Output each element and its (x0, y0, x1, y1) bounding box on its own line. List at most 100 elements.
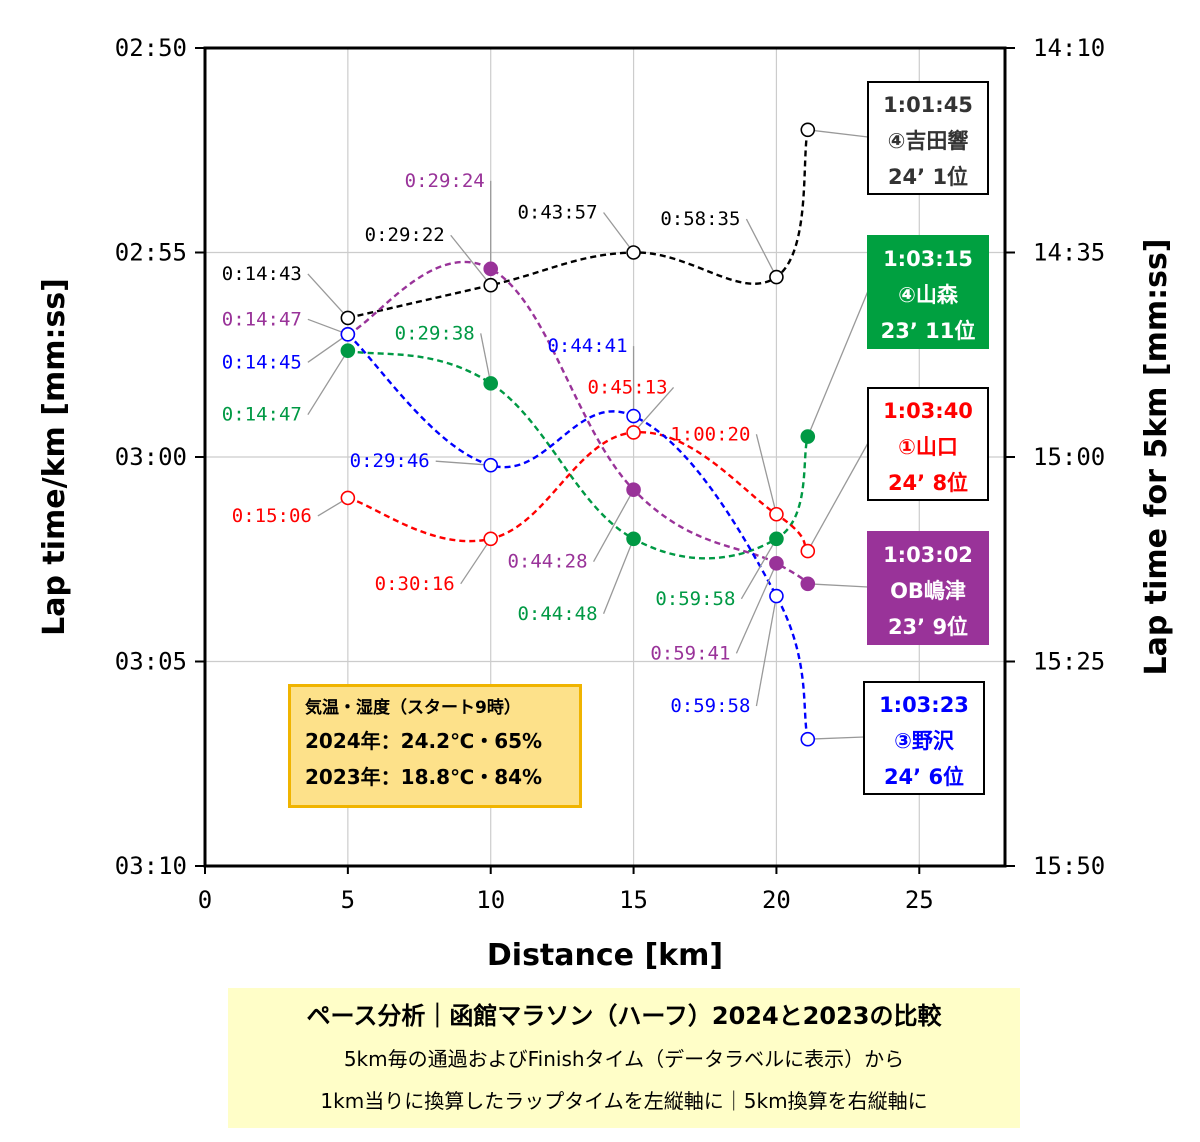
final-time-box-text: ①山口 (898, 435, 958, 459)
data-point (626, 245, 641, 260)
label-leader (450, 234, 492, 286)
data-label: 0:45:13 (587, 376, 667, 398)
box-leader (807, 290, 869, 437)
data-point (626, 531, 641, 547)
final-time-box-text: 24’ 8位 (888, 471, 968, 495)
final-time-box (867, 531, 989, 645)
final-time-box-text: 23’ 11位 (881, 319, 976, 343)
box-leader (807, 129, 869, 138)
label-leader (755, 434, 778, 515)
data-label: 0:43:57 (517, 202, 597, 224)
label-leader (745, 218, 778, 278)
caption-title: ペース分析｜函館マラソン（ハーフ）2024と2023の比較 (306, 1002, 942, 1030)
box-leader (807, 736, 865, 740)
data-label: 0:44:41 (547, 335, 627, 357)
final-time-box (867, 81, 989, 195)
right-y-tick-label: 14:10 (1033, 34, 1105, 62)
data-label: 0:29:24 (405, 170, 485, 192)
data-label: 0:29:46 (350, 450, 430, 472)
label-leader (633, 387, 675, 433)
data-point (800, 543, 816, 559)
data-label: 0:14:47 (222, 308, 302, 330)
data-label: 0:58:35 (660, 208, 740, 230)
data-label: 0:29:22 (365, 224, 445, 246)
box-leader (807, 442, 869, 552)
final-time-box-text: 24’ 1位 (888, 165, 968, 189)
data-point (626, 408, 641, 424)
data-point (483, 531, 499, 547)
label-leader (307, 333, 349, 363)
left-y-tick-label: 02:50 (115, 34, 187, 62)
data-point (340, 490, 356, 506)
final-time-box-text: 1:03:23 (879, 693, 969, 717)
data-label: 1:00:20 (670, 423, 750, 445)
data-point (769, 556, 784, 571)
data-point (800, 429, 816, 444)
data-point (626, 425, 641, 440)
right-y-axis-title: Lap time for 5km [mm:ss] (1139, 238, 1174, 675)
data-label: 0:44:48 (517, 603, 597, 625)
data-label: 0:59:58 (655, 588, 735, 610)
final-time-box (863, 681, 985, 795)
final-time-box-text: ④山森 (898, 283, 959, 307)
data-point (800, 731, 816, 747)
weather-title: 気温・湿度（スタート9時） (305, 698, 521, 718)
data-point (769, 506, 784, 522)
caption-line-2: 1km当りに換算したラップタイムを左縦軸に｜5km換算を右縦軸に (320, 1089, 928, 1113)
label-leader (460, 538, 492, 585)
x-tick-label: 25 (905, 886, 934, 914)
final-time-box-text: 23’ 9位 (888, 615, 968, 639)
data-point (769, 588, 784, 604)
x-tick-label: 10 (476, 886, 505, 914)
final-time-box-text: 24’ 6位 (884, 765, 964, 789)
data-label: 0:59:58 (670, 695, 750, 717)
final-time-box (867, 235, 989, 349)
data-label: 0:44:28 (507, 551, 587, 573)
right-y-tick-label: 15:00 (1033, 443, 1105, 471)
final-time-box-text: OB嶋津 (890, 579, 966, 603)
data-point (483, 376, 499, 391)
data-point (340, 326, 356, 342)
label-leader (603, 212, 635, 253)
label-leader (307, 273, 349, 319)
label-leader (307, 350, 349, 416)
final-time-box-text: ④吉田響 (888, 129, 969, 153)
final-time-box-text: 1:03:15 (883, 247, 973, 271)
data-point (483, 261, 499, 277)
data-point (769, 269, 784, 285)
weather-2024: 2024年：24.2℃・65% (305, 729, 543, 753)
data-label: 0:15:06 (232, 505, 312, 527)
x-tick-label: 20 (762, 886, 791, 914)
data-label: 0:14:45 (222, 351, 302, 373)
weather-box: 気温・湿度（スタート9時） 2024年：24.2℃・65% 2023年：18.8… (288, 684, 582, 808)
data-point (483, 457, 499, 473)
final-time-box (867, 387, 989, 501)
data-point (800, 576, 816, 592)
x-axis-title: Distance [km] (487, 938, 723, 973)
final-time-boxes: 1:01:45 ④吉田響 24’ 1位 1:03:15 ④山森 23’ 11位 1:03:4… (863, 81, 989, 795)
axes: 0 5 10 15 20 25 02:50 14:10 02:55 14:35 03:00 15:00… (115, 34, 1106, 914)
label-leader (740, 538, 777, 600)
data-point (483, 277, 499, 293)
x-tick-label: 15 (619, 886, 648, 914)
weather-2023: 2023年：18.8℃・84% (305, 765, 543, 789)
data-point (626, 482, 641, 498)
pace-chart: 0:14:43 0:29:22 0:43:57 0:58:35 0:14:47 0:29:… (37, 34, 1174, 973)
label-leader (480, 333, 492, 384)
label-leader (602, 538, 635, 615)
final-time-box-text: 1:01:45 (883, 93, 973, 117)
data-label: 0:14:43 (222, 263, 302, 285)
data-labels: 0:14:43 0:29:22 0:43:57 0:58:35 0:14:47 0:29:… (222, 170, 751, 717)
data-label: 0:30:16 (375, 573, 455, 595)
data-markers (340, 122, 816, 747)
data-label: 0:59:41 (650, 642, 730, 664)
data-point (340, 343, 356, 358)
x-tick-label: 5 (341, 886, 355, 914)
final-time-box-text: 1:03:02 (883, 543, 973, 567)
label-leader (593, 489, 635, 563)
left-y-tick-label: 03:00 (115, 443, 187, 471)
caption-line-1: 5km毎の通過およびFinishタイム（データラベルに表示）から (343, 1047, 905, 1071)
chart-caption: ペース分析｜函館マラソン（ハーフ）2024と2023の比較 5km毎の通過および… (228, 988, 1020, 1128)
left-y-tick-label: 02:55 (115, 239, 187, 267)
label-leader (755, 595, 778, 707)
